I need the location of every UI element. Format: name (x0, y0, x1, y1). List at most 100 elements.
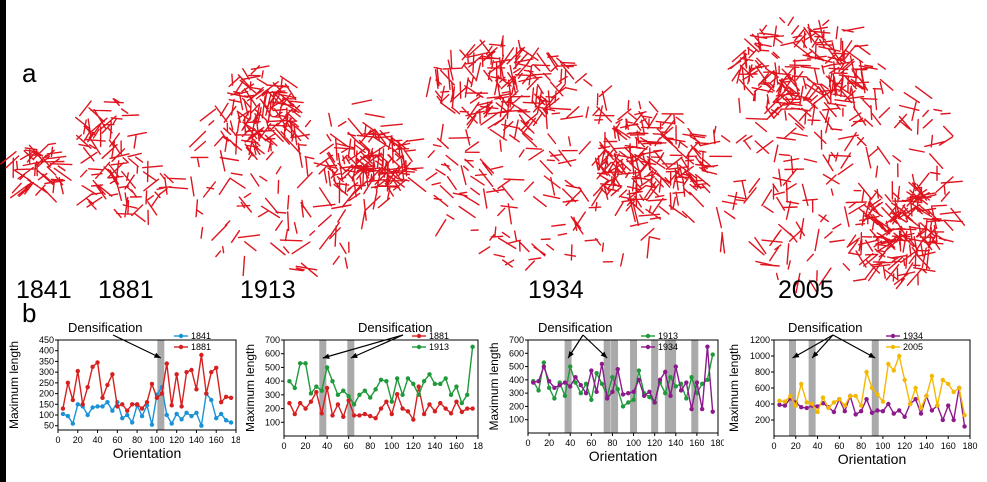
data-point (115, 404, 120, 409)
data-point (610, 375, 615, 380)
data-point (668, 393, 673, 398)
shaded-band (808, 340, 816, 436)
orientation-chart-2: 0 20 40 60 80 100 120 140 160 18 100 200 300 400 500 60… (246, 320, 483, 451)
data-point (120, 416, 125, 421)
data-point (620, 392, 626, 397)
shaded-band (611, 340, 619, 433)
x-tick-label: 80 (607, 438, 617, 448)
data-point (929, 373, 935, 379)
year-label-1881: 1881 (98, 276, 154, 304)
data-point (636, 368, 642, 373)
y-tick-label: 700 (265, 335, 280, 345)
data-point (853, 393, 858, 399)
data-point (620, 404, 626, 409)
data-point (875, 392, 880, 397)
data-point (378, 406, 384, 411)
data-point (562, 380, 568, 385)
x-tick-label: 0 (55, 435, 60, 445)
data-point (956, 385, 962, 391)
data-point (373, 415, 378, 421)
y-tick-label: 300 (39, 367, 54, 377)
data-point (886, 401, 891, 407)
data-point (368, 395, 373, 400)
densification-annotation: Densification (788, 320, 862, 335)
street-map-2005 (701, 16, 966, 295)
data-point (918, 411, 924, 416)
data-point (699, 381, 705, 387)
data-point (125, 412, 130, 418)
data-point (552, 396, 557, 401)
y-tick-label: 200 (265, 404, 280, 414)
data-point (411, 381, 416, 387)
data-point (223, 418, 229, 423)
data-point (389, 399, 394, 404)
annotation-arrow (322, 334, 404, 359)
shaded-band (651, 340, 659, 433)
data-point (652, 400, 657, 405)
data-point (357, 392, 362, 398)
legend-marker (645, 344, 651, 350)
data-point (85, 412, 90, 418)
x-tick-label: 80 (856, 441, 866, 451)
legend-label: 1841 (191, 331, 211, 341)
x-tick-label: 60 (586, 438, 596, 448)
legend-marker (416, 333, 422, 339)
data-point (144, 399, 150, 405)
data-point (604, 396, 610, 401)
data-point (864, 397, 869, 402)
data-point (668, 375, 673, 380)
x-tick-label: 100 (626, 438, 641, 448)
y-tick-label: 250 (39, 378, 54, 388)
data-point (129, 420, 135, 425)
data-point (438, 381, 443, 387)
y-tick-label: 200 (509, 401, 524, 411)
data-point (189, 367, 194, 373)
data-point (673, 364, 678, 369)
y-tick-label: 200 (39, 389, 54, 399)
y-tick-label: 500 (265, 362, 280, 372)
y-tick-label: 100 (509, 415, 524, 425)
y-tick-label: 700 (509, 335, 524, 345)
series-2005 (777, 353, 967, 418)
series-line (533, 346, 714, 412)
legend-marker (416, 344, 422, 350)
data-point (303, 361, 308, 366)
data-point (820, 395, 826, 400)
x-tick-label: 180 (962, 441, 977, 451)
data-point (454, 384, 459, 389)
x-tick-label: 0 (525, 438, 530, 448)
data-point (292, 385, 297, 391)
data-point (594, 389, 599, 395)
data-point (335, 402, 341, 407)
legend-label: 1913 (429, 342, 449, 352)
data-point (940, 377, 945, 383)
y-tick-label: 1000 (750, 351, 770, 361)
data-point (940, 417, 945, 423)
y-tick-label: 350 (39, 356, 54, 366)
x-axis-label: Orientation (589, 448, 657, 464)
data-point (134, 402, 140, 407)
annotation-arrowhead (868, 352, 876, 358)
data-point (125, 408, 130, 413)
series-1881 (287, 384, 475, 422)
data-point (105, 382, 110, 388)
data-point (368, 413, 373, 419)
data-point (400, 392, 405, 398)
x-tick-label: 120 (897, 441, 912, 451)
data-point (799, 381, 804, 387)
y-tick-label: 300 (509, 388, 524, 398)
data-point (70, 421, 76, 426)
data-point (421, 411, 427, 417)
x-tick-label: 40 (813, 441, 823, 451)
data-point (335, 392, 341, 398)
data-point (831, 400, 837, 405)
y-tick-label: 300 (265, 390, 280, 400)
data-point (578, 390, 583, 396)
year-label-2005: 2005 (778, 276, 834, 304)
data-point (65, 413, 71, 419)
legend-label: 1881 (429, 331, 449, 341)
annotation-arrow (792, 334, 834, 359)
densification-annotation: Densification (538, 320, 612, 335)
plot-frame (57, 339, 237, 431)
street-map-1913 (189, 65, 427, 277)
